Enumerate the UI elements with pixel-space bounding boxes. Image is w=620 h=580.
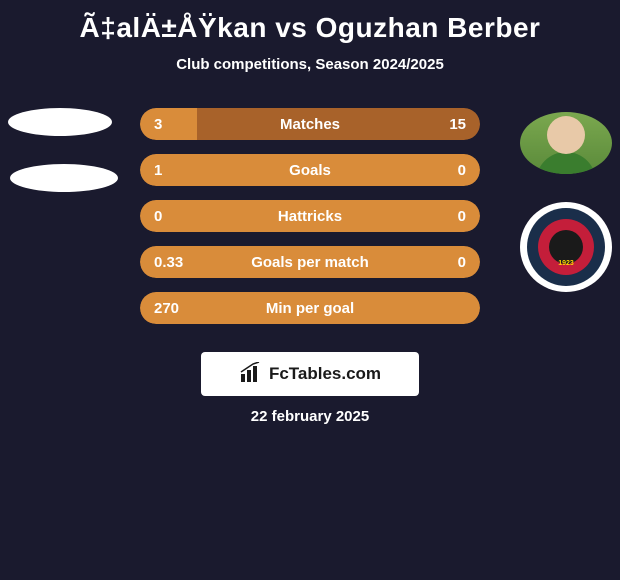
- footer-date: 22 february 2025: [251, 408, 369, 425]
- stat-row: 3Matches15: [140, 108, 480, 140]
- stat-label: Matches: [140, 116, 480, 133]
- stat-value-right: 0: [458, 162, 466, 179]
- player1-club-placeholder: [10, 164, 118, 192]
- stats-column: 3Matches151Goals00Hattricks00.33Goals pe…: [140, 108, 480, 338]
- stat-label: Goals per match: [140, 254, 480, 271]
- stat-label: Hattricks: [140, 208, 480, 225]
- stat-row: 0.33Goals per match0: [140, 246, 480, 278]
- comparison-subtitle: Club competitions, Season 2024/2025: [0, 56, 620, 73]
- brand-chart-icon: [239, 362, 263, 387]
- player2-avatar: [520, 112, 612, 174]
- player1-avatar-placeholder: [8, 108, 112, 136]
- stat-value-right: 0: [458, 254, 466, 271]
- stat-row: 0Hattricks0: [140, 200, 480, 232]
- stat-value-right: 15: [449, 116, 466, 133]
- comparison-title: Ã‡alÄ±ÅŸkan vs Oguzhan Berber: [0, 0, 620, 44]
- stat-row: 1Goals0: [140, 154, 480, 186]
- brand-text: FcTables.com: [269, 364, 381, 384]
- badge-year: 1923: [520, 260, 612, 267]
- player2-club-badge: 1923: [520, 202, 612, 292]
- left-player-avatars: [8, 108, 118, 220]
- stat-row: 270Min per goal: [140, 292, 480, 324]
- brand-footer[interactable]: FcTables.com: [201, 352, 419, 396]
- stat-label: Min per goal: [140, 300, 480, 317]
- stat-value-right: 0: [458, 208, 466, 225]
- right-player-avatars: 1923: [520, 112, 612, 292]
- stat-label: Goals: [140, 162, 480, 179]
